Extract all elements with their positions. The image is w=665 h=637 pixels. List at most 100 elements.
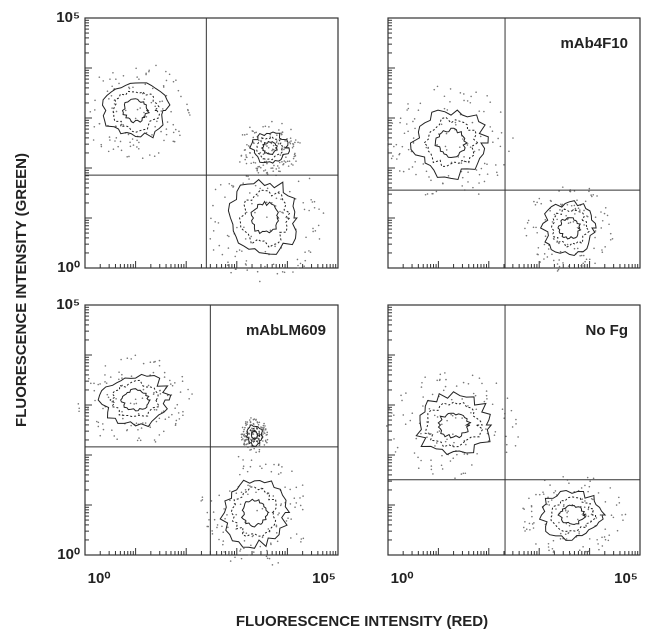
event-dot bbox=[281, 122, 283, 125]
event-dot bbox=[495, 164, 497, 166]
event-dot bbox=[443, 107, 446, 110]
event-dot bbox=[264, 428, 267, 430]
event-dot bbox=[278, 512, 280, 514]
event-dot bbox=[603, 212, 606, 215]
event-dot bbox=[539, 261, 541, 263]
event-dot bbox=[224, 196, 226, 198]
contour bbox=[227, 178, 298, 255]
event-dot bbox=[280, 471, 282, 474]
event-dot bbox=[166, 394, 169, 397]
event-dot bbox=[245, 260, 248, 262]
event-dot bbox=[453, 441, 455, 444]
event-dot bbox=[407, 103, 409, 105]
event-dot bbox=[114, 140, 116, 142]
event-dot bbox=[522, 507, 524, 510]
event-dot bbox=[566, 218, 569, 221]
event-dot bbox=[137, 413, 140, 415]
event-dot bbox=[409, 419, 412, 422]
event-dot bbox=[222, 543, 224, 546]
event-dot bbox=[483, 180, 486, 183]
event-dot bbox=[606, 214, 609, 217]
event-dot bbox=[136, 108, 139, 111]
event-dot bbox=[102, 428, 105, 431]
event-dot bbox=[609, 232, 612, 235]
event-dot bbox=[470, 95, 472, 98]
event-dot bbox=[297, 267, 299, 269]
event-dot bbox=[261, 426, 263, 429]
event-dot bbox=[121, 410, 123, 413]
event-dot bbox=[424, 376, 426, 378]
event-dot bbox=[98, 76, 101, 78]
event-dot bbox=[287, 165, 290, 167]
event-dot bbox=[147, 384, 150, 387]
event-dot bbox=[587, 508, 590, 511]
event-dot bbox=[300, 538, 303, 540]
event-dot bbox=[278, 129, 280, 131]
event-dot bbox=[556, 263, 559, 265]
contour bbox=[248, 427, 262, 443]
event-dot bbox=[161, 108, 164, 110]
event-dot bbox=[556, 270, 559, 272]
event-dot bbox=[290, 128, 292, 131]
event-dot bbox=[116, 438, 118, 441]
event-dot bbox=[262, 433, 264, 435]
event-dot bbox=[259, 545, 262, 548]
event-dot bbox=[150, 101, 153, 104]
event-dot bbox=[385, 425, 388, 427]
event-dot bbox=[228, 490, 231, 492]
event-dot bbox=[145, 131, 148, 134]
event-dot bbox=[246, 143, 248, 146]
event-dot bbox=[543, 253, 546, 255]
event-dot bbox=[243, 226, 245, 229]
event-dot bbox=[97, 383, 99, 386]
event-dot bbox=[266, 162, 268, 165]
event-dot bbox=[239, 550, 241, 552]
event-dot bbox=[609, 238, 612, 241]
event-dot bbox=[511, 426, 514, 428]
event-dot bbox=[536, 253, 539, 256]
event-dot bbox=[243, 540, 246, 542]
event-dot bbox=[402, 170, 405, 173]
event-dot bbox=[616, 529, 619, 532]
event-dot bbox=[561, 186, 564, 188]
event-dot bbox=[120, 149, 123, 152]
contour bbox=[415, 391, 493, 456]
event-dot bbox=[239, 161, 241, 163]
event-dot bbox=[414, 160, 416, 163]
event-dot bbox=[99, 434, 102, 437]
event-dot bbox=[283, 271, 286, 274]
event-dot bbox=[588, 258, 591, 261]
event-dot bbox=[245, 211, 248, 214]
event-dot bbox=[292, 143, 295, 145]
event-dot bbox=[433, 88, 436, 91]
event-dot bbox=[244, 422, 247, 425]
event-dot bbox=[106, 393, 109, 396]
event-dot bbox=[182, 410, 184, 413]
contour bbox=[557, 217, 582, 240]
event-dot bbox=[216, 526, 218, 529]
event-dot bbox=[258, 432, 261, 435]
event-dot bbox=[278, 191, 280, 193]
event-dot bbox=[115, 397, 117, 400]
event-dot bbox=[578, 532, 580, 535]
event-dot bbox=[163, 371, 166, 374]
event-dot bbox=[596, 195, 598, 197]
event-dot bbox=[528, 497, 530, 500]
event-dot bbox=[160, 130, 162, 133]
event-dot bbox=[535, 493, 537, 496]
event-dot bbox=[269, 229, 272, 232]
event-dot bbox=[599, 514, 602, 516]
event-dot bbox=[244, 426, 246, 429]
event-dot bbox=[153, 408, 156, 411]
event-dot bbox=[456, 453, 458, 456]
event-dot bbox=[187, 388, 189, 391]
event-dot bbox=[224, 517, 226, 520]
event-dot bbox=[538, 493, 541, 496]
event-dot bbox=[435, 442, 438, 444]
event-dot bbox=[241, 426, 244, 429]
event-dot bbox=[406, 109, 408, 111]
event-dot bbox=[311, 201, 314, 203]
event-dot bbox=[569, 221, 572, 224]
event-dot bbox=[87, 407, 89, 409]
event-dot bbox=[249, 465, 252, 468]
